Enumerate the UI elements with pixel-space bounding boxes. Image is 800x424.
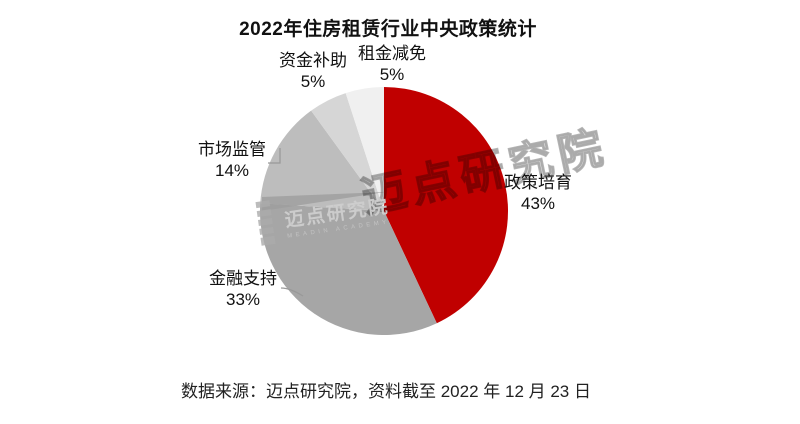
chart-title: 2022年住房租赁行业中央政策统计 [239, 19, 537, 40]
slice-label-finance: 金融支持 33% [183, 268, 303, 310]
slice-label-market-pct: 14% [214, 161, 250, 180]
leader-line-market [268, 148, 281, 164]
slice-label-policy-pct: 43% [520, 194, 556, 213]
slice-label-subsidy-name: 资金补助 [279, 51, 347, 70]
pie-slice-0 [384, 87, 509, 324]
slice-label-rent-pct: 5% [379, 65, 405, 84]
slice-label-policy: 政策培育 43% [478, 172, 598, 214]
slice-label-market-name: 市场监管 [198, 140, 266, 159]
slice-label-rent: 租金减免 5% [332, 43, 452, 85]
slice-label-finance-pct: 33% [225, 290, 261, 309]
slice-label-subsidy: 资金补助 5% [253, 50, 373, 92]
pie-slice-2 [260, 110, 384, 211]
pie-slice-1 [259, 203, 437, 336]
slice-label-finance-name: 金融支持 [209, 269, 277, 288]
watermark-flag-shape [262, 192, 385, 211]
slice-label-subsidy-pct: 5% [300, 72, 326, 91]
pie-slice-4 [345, 87, 384, 211]
pie-slices [259, 87, 509, 336]
source-note: 数据来源：迈点研究院，资料截至 2022 年 12 月 23 日 [181, 382, 591, 401]
pie-slice-3 [311, 93, 384, 211]
slice-label-market: 市场监管 14% [172, 139, 292, 181]
slice-label-policy-name: 政策培育 [504, 173, 572, 192]
leader-line-finance [280, 287, 304, 297]
watermark-logo-building [255, 200, 276, 246]
slice-label-rent-name: 租金减免 [358, 44, 426, 63]
